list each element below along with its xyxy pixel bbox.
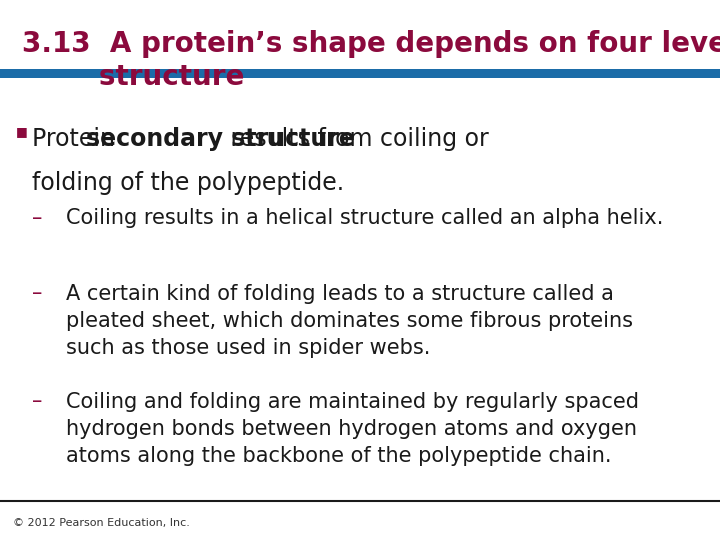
Text: Coiling and folding are maintained by regularly spaced
hydrogen bonds between hy: Coiling and folding are maintained by re… [66, 392, 639, 466]
Text: ■: ■ [16, 125, 27, 138]
Text: © 2012 Pearson Education, Inc.: © 2012 Pearson Education, Inc. [13, 518, 190, 528]
Text: results from coiling or: results from coiling or [223, 127, 489, 151]
Text: Coiling results in a helical structure called an alpha helix.: Coiling results in a helical structure c… [66, 208, 664, 228]
Text: –: – [32, 208, 42, 228]
Text: –: – [32, 284, 42, 303]
Text: 3.13  A protein’s shape depends on four levels of
        structure: 3.13 A protein’s shape depends on four l… [22, 30, 720, 91]
Text: A certain kind of folding leads to a structure called a
pleated sheet, which dom: A certain kind of folding leads to a str… [66, 284, 634, 358]
Text: Protein: Protein [32, 127, 123, 151]
Text: folding of the polypeptide.: folding of the polypeptide. [32, 171, 345, 195]
Text: –: – [32, 392, 42, 411]
Text: secondary structure: secondary structure [86, 127, 355, 151]
Bar [0, 69, 720, 78]
